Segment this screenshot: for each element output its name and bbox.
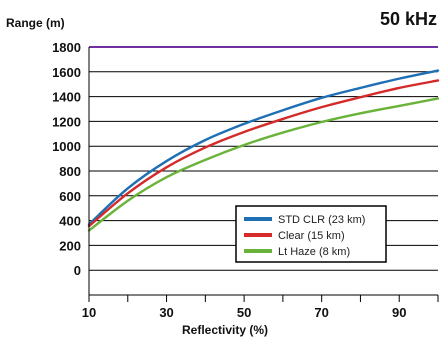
y-tick-label-400: 400	[59, 214, 81, 229]
y-tick-label-1800: 1800	[52, 40, 81, 55]
axes	[88, 47, 439, 302]
x-tick-label-10: 10	[82, 305, 96, 320]
series-line-0	[87, 69, 440, 226]
tick-labels: 0 200 400 600 800 1000 1200 1400 1600 1800 10 30 50 7…	[52, 40, 406, 320]
legend: STD CLR (23 km) Clear (15 km) Lt Haze (8 k…	[235, 205, 387, 263]
y-tick-label-1600: 1600	[52, 65, 81, 80]
y-tick-label-600: 600	[59, 189, 81, 204]
y-tick-label-800: 800	[59, 164, 81, 179]
x-tick-label-30: 30	[159, 305, 173, 320]
y-tick-label-200: 200	[59, 238, 81, 253]
legend-label-2: Lt Haze (8 km)	[278, 246, 350, 258]
y-tick-label-1400: 1400	[52, 90, 81, 105]
y-tick-label-1200: 1200	[52, 114, 81, 129]
chart-title: 50 kHz	[379, 9, 437, 29]
legend-label-1: Clear (15 km)	[278, 230, 345, 242]
y-axis-label: Range (m)	[6, 16, 65, 30]
x-tick-label-50: 50	[237, 305, 251, 320]
series-lines	[87, 69, 440, 232]
series-line-2	[87, 97, 440, 232]
series-line-1	[87, 79, 440, 228]
x-axis-label: Reflectivity (%)	[182, 323, 268, 337]
y-tick-label-1000: 1000	[52, 139, 81, 154]
legend-label-0: STD CLR (23 km)	[278, 214, 365, 226]
x-tick-label-90: 90	[392, 305, 406, 320]
y-tick-label-0: 0	[74, 263, 81, 278]
x-tick-label-70: 70	[314, 305, 328, 320]
